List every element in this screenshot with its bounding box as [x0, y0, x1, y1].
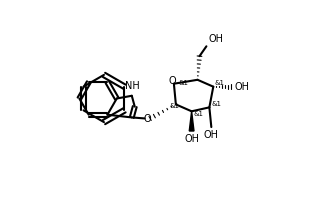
Text: OH: OH [208, 34, 223, 44]
Text: OH: OH [204, 130, 219, 140]
Text: NH: NH [125, 81, 140, 91]
Text: OH: OH [184, 134, 199, 144]
Text: &1: &1 [179, 80, 189, 86]
Text: &1: &1 [194, 111, 204, 117]
Text: &1: &1 [214, 80, 224, 86]
Text: O: O [144, 114, 151, 125]
Text: &1: &1 [170, 103, 180, 109]
Text: OH: OH [235, 82, 250, 92]
Polygon shape [189, 111, 194, 131]
Text: &1: &1 [211, 101, 221, 107]
Text: O: O [168, 76, 176, 86]
